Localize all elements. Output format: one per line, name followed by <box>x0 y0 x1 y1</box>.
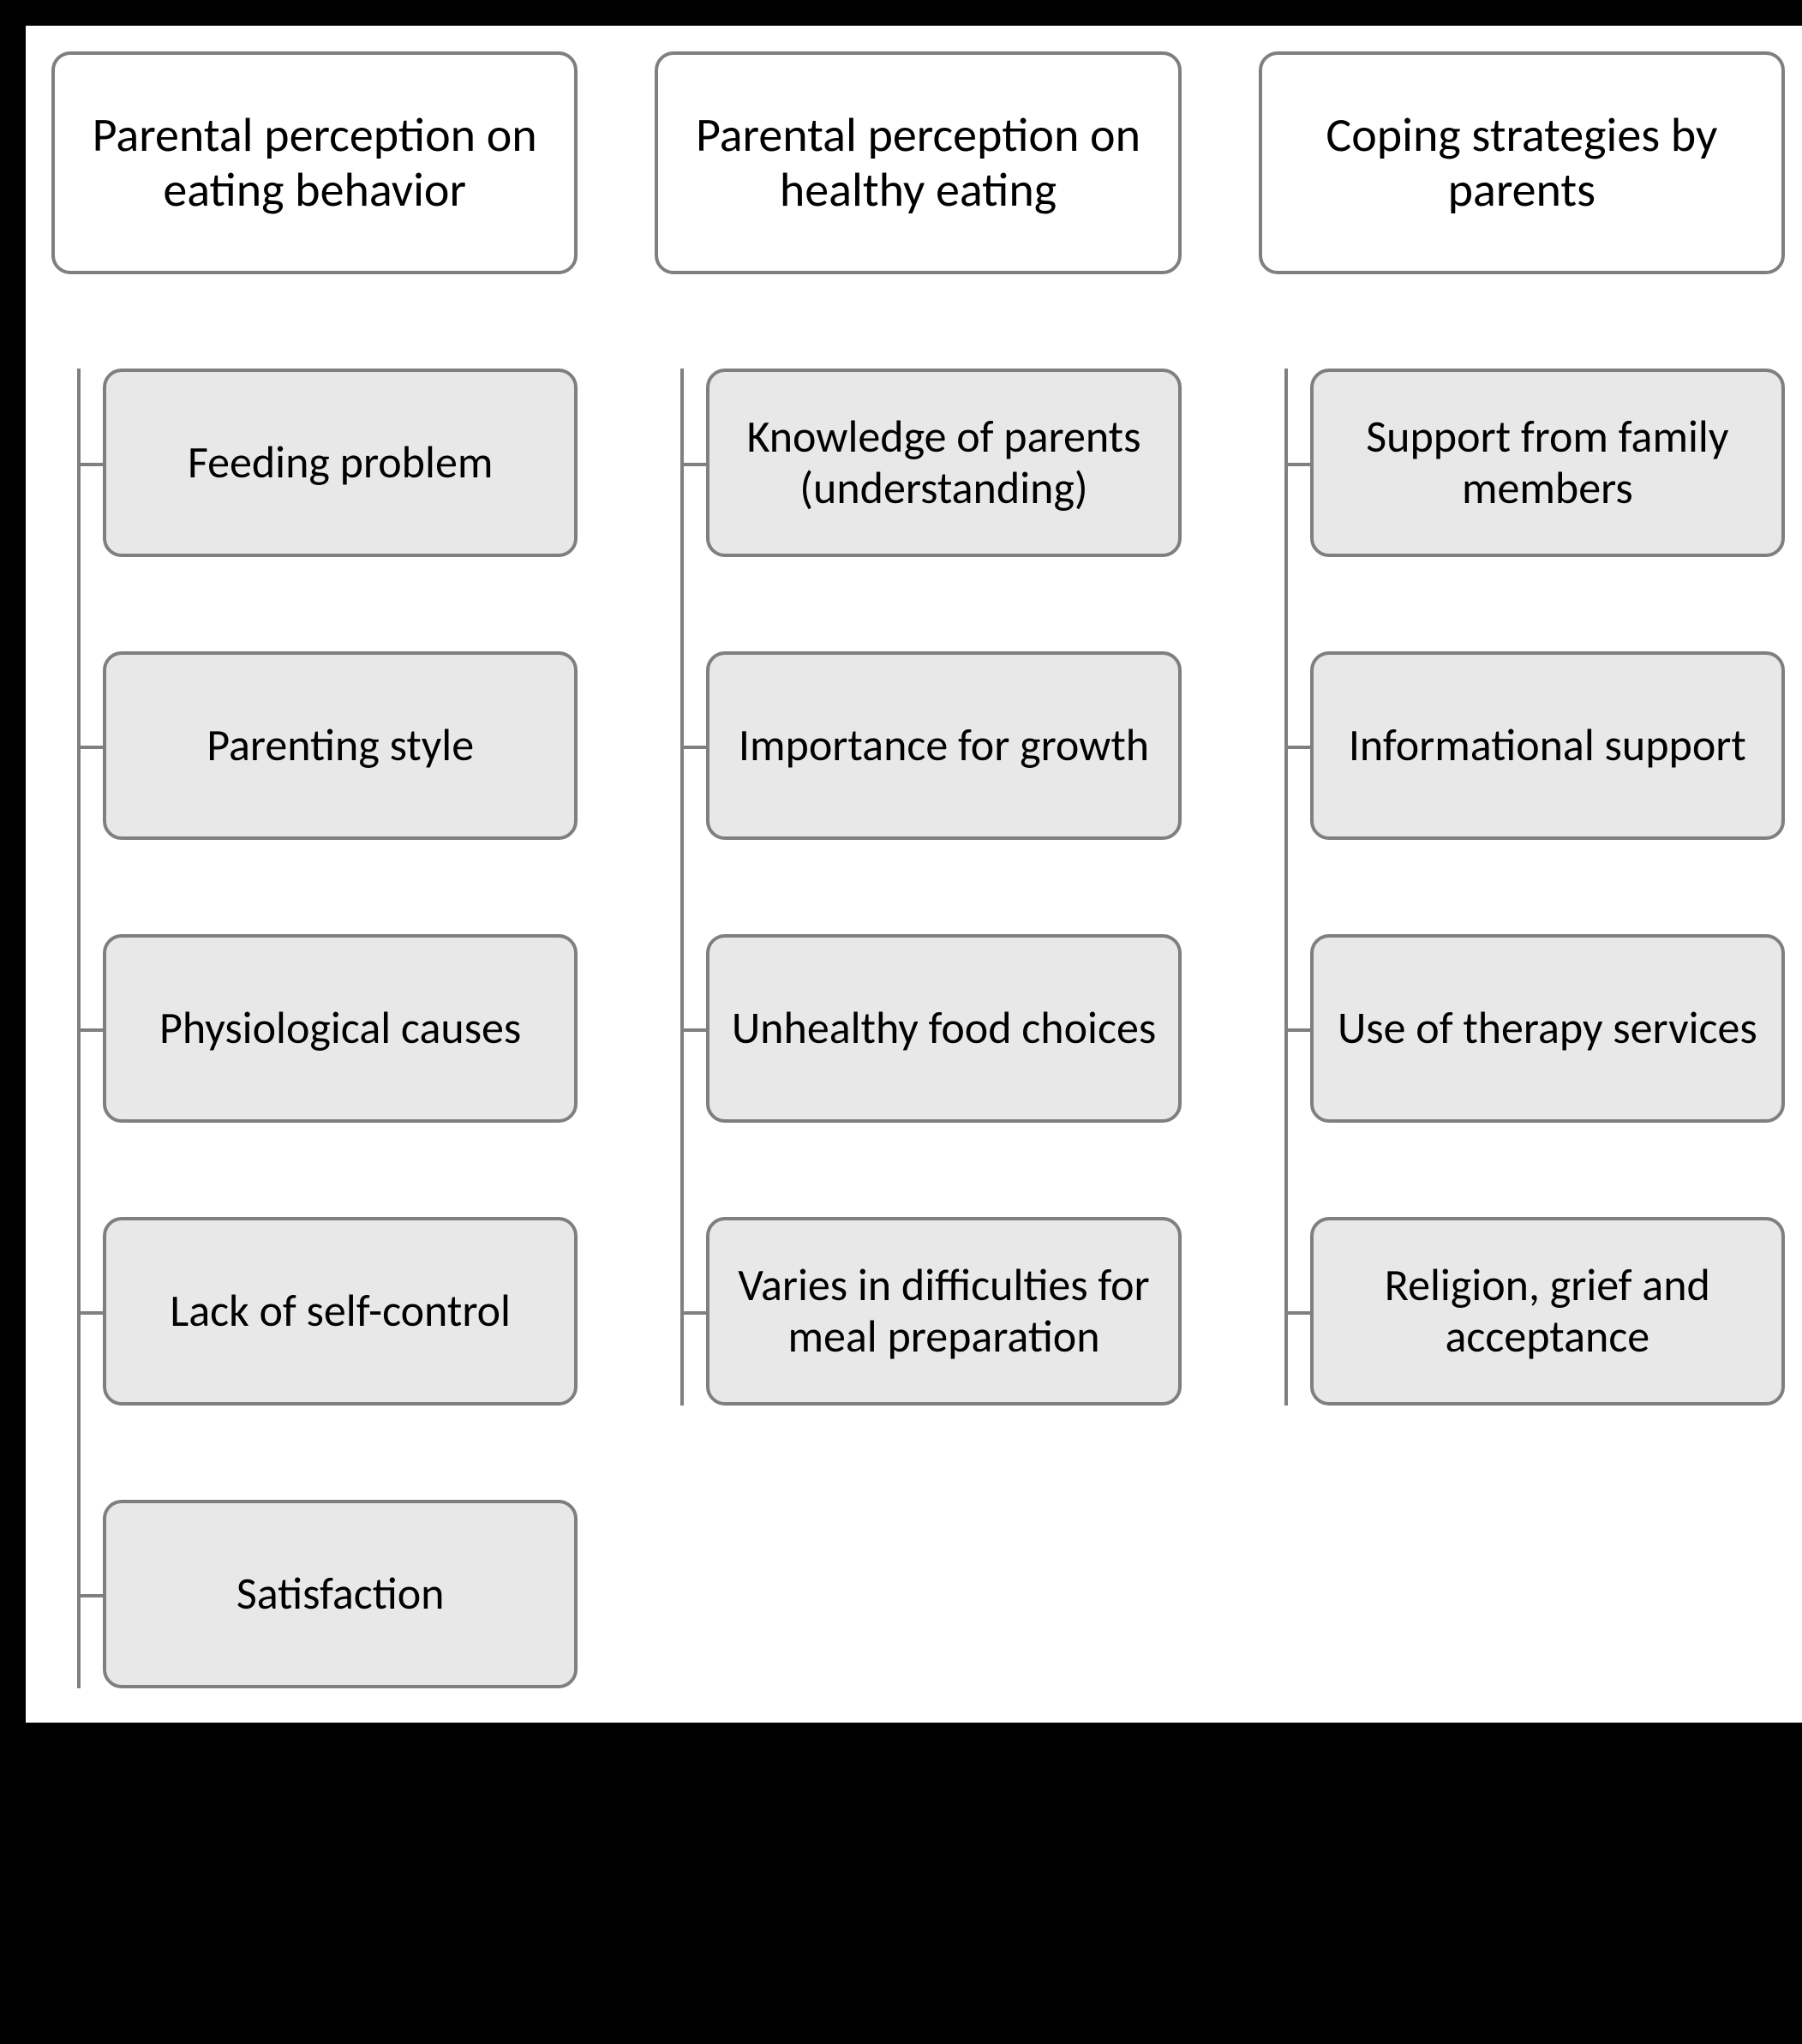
child-label: Unhealthy food choices <box>732 1003 1156 1054</box>
child-box: Unhealthy food choices <box>706 934 1181 1123</box>
header-label: Parental perception on eating behavior <box>75 108 554 219</box>
column-healthy-eating: Parental perception on healthy eating Kn… <box>655 51 1181 1697</box>
child-label: Satisfaction <box>236 1568 445 1620</box>
child-label: Feeding problem <box>188 437 493 489</box>
child-label: Support from family members <box>1334 411 1761 514</box>
columns-container: Parental perception on eating behavior F… <box>51 51 1785 1697</box>
header-box: Parental perception on healthy eating <box>655 51 1181 274</box>
children-container: Support from family members Informationa… <box>1259 369 1785 1406</box>
child-label: Religion, grief and acceptance <box>1334 1260 1761 1363</box>
child-label: Use of therapy services <box>1338 1003 1757 1054</box>
children-container: Knowledge of parents (understanding) Imp… <box>655 369 1181 1406</box>
child-box: Varies in difficulties for meal preparat… <box>706 1217 1181 1406</box>
header-label: Parental perception on healthy eating <box>679 108 1157 219</box>
child-label: Importance for growth <box>739 720 1149 771</box>
child-box: Religion, grief and acceptance <box>1310 1217 1785 1406</box>
header-label: Coping strategies by parents <box>1283 108 1761 219</box>
child-label: Informational support <box>1349 720 1746 771</box>
column-coping-strategies: Coping strategies by parents Support fro… <box>1259 51 1785 1697</box>
column-eating-behavior: Parental perception on eating behavior F… <box>51 51 578 1697</box>
child-label: Knowledge of parents (understanding) <box>730 411 1157 514</box>
child-box: Importance for growth <box>706 651 1181 840</box>
diagram-frame: Parental perception on eating behavior F… <box>17 17 1802 1731</box>
child-box: Parenting style <box>103 651 578 840</box>
child-box: Informational support <box>1310 651 1785 840</box>
child-box: Use of therapy services <box>1310 934 1785 1123</box>
child-box: Lack of self-control <box>103 1217 578 1406</box>
child-label: Physiological causes <box>159 1003 521 1054</box>
child-label: Parenting style <box>207 720 474 771</box>
child-box: Satisfaction <box>103 1500 578 1688</box>
child-box: Feeding problem <box>103 369 578 557</box>
child-box: Physiological causes <box>103 934 578 1123</box>
header-box: Parental perception on eating behavior <box>51 51 578 274</box>
connector-vline <box>1284 369 1288 1406</box>
header-box: Coping strategies by parents <box>1259 51 1785 274</box>
children-container: Feeding problem Parenting style Physiolo… <box>51 369 578 1688</box>
child-label: Lack of self-control <box>170 1286 511 1337</box>
child-label: Varies in difficulties for meal preparat… <box>730 1260 1157 1363</box>
connector-vline <box>680 369 684 1406</box>
child-box: Knowledge of parents (understanding) <box>706 369 1181 557</box>
child-box: Support from family members <box>1310 369 1785 557</box>
